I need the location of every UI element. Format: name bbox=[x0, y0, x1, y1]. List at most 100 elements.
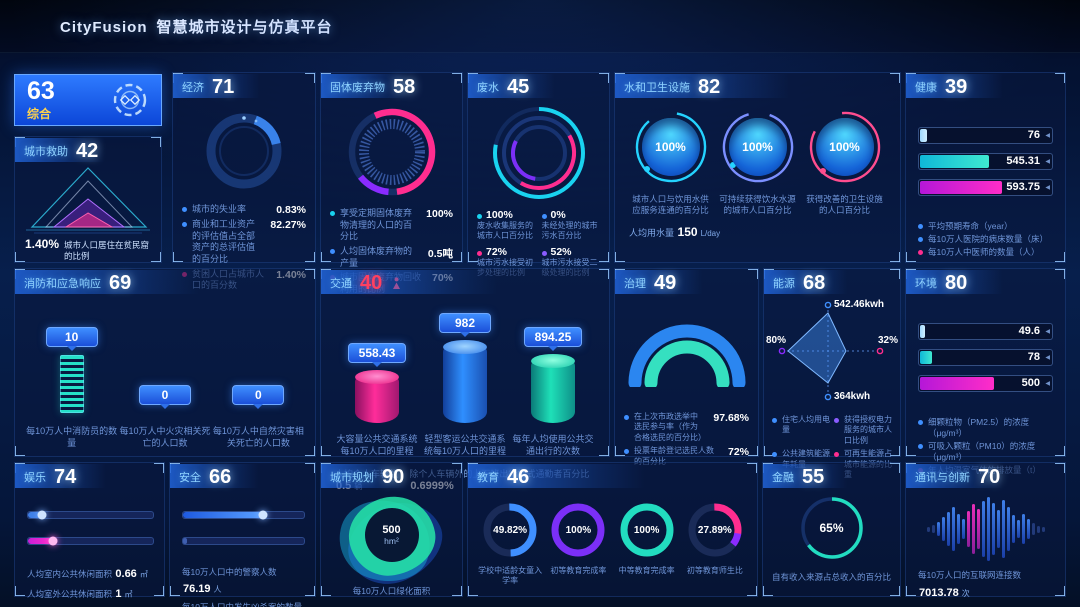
panel-header: 环境 80 bbox=[906, 269, 1065, 295]
bullet-icon bbox=[477, 250, 482, 256]
gauge-value: 100% bbox=[728, 118, 787, 176]
panel-health[interactable]: 健康 39 76 ◀ 545.31 ◀ 593.75 ◀ 平均预期寿命（year… bbox=[905, 72, 1066, 263]
panel-economy[interactable]: 经济 71 城市的失业率 0.83% 商业和工业资产的评估值占全部资产的总评估值… bbox=[172, 72, 316, 290]
panel-title: 废水 bbox=[477, 82, 499, 94]
cylinder-bar bbox=[443, 340, 487, 423]
panel-governance[interactable]: 治理 49 在上次市政选举中选民参与率（作为合格选民的百分比） 97.68% 投… bbox=[614, 268, 759, 466]
legend-label: 每10万人中医师的数量（人） bbox=[928, 247, 1040, 258]
panel-score: 68 bbox=[803, 272, 826, 294]
bullet-icon bbox=[477, 214, 482, 219]
value-bubble: 0 bbox=[232, 385, 285, 405]
panel-energy[interactable]: 能源 68 542.46kwh 32% 364kwh 80% 住宅人均用电量 获… bbox=[763, 268, 901, 479]
stat-label: 人均固体废弃物的产量 bbox=[340, 246, 413, 268]
value-bubble: 0 bbox=[138, 385, 191, 405]
stat-unit: 人 bbox=[213, 585, 222, 595]
panel-title: 通讯与创新 bbox=[915, 472, 970, 484]
value-bar: 76 ◀ bbox=[918, 127, 1053, 144]
bar-handle-icon[interactable]: ◀ bbox=[1045, 329, 1050, 335]
donut-arc bbox=[620, 503, 674, 557]
panel-wastewater[interactable]: 废水 45 100% 废水收集服务的城市人口百分比 0% 未经处理的城市污水百分… bbox=[467, 72, 610, 277]
panel-safety[interactable]: 安全 66 每10万人口中的警察人数 76.19人 每10万人口中发生凶杀案的数… bbox=[169, 462, 316, 607]
stat-value: 1 bbox=[115, 587, 122, 600]
panel-solid-waste[interactable]: 固体废弃物 58 享受定期固体废弃物清理的人口的百分比 100% 人均固体废弃物… bbox=[320, 72, 463, 294]
donut-value: 65% bbox=[819, 521, 844, 535]
stat-value: 72% bbox=[486, 245, 508, 258]
stat-value: 0% bbox=[550, 209, 566, 221]
axis-value-left: 80% bbox=[766, 335, 787, 346]
value-bar: 545.31 ◀ bbox=[918, 153, 1053, 170]
donut-value: 27.89% bbox=[697, 524, 732, 536]
legend-label: 住宅人均用电量 bbox=[782, 415, 830, 435]
stat-value: 100% bbox=[486, 209, 513, 221]
bar-handle-icon[interactable]: ◀ bbox=[1045, 133, 1050, 139]
bar-fill bbox=[920, 351, 932, 364]
bar-value: 78 bbox=[1027, 351, 1040, 363]
panel-environment[interactable]: 环境 80 49.6 ◀ 78 ◀ 500 ◀ 细颗粒物（PM2.5）的浓度（μ… bbox=[905, 268, 1066, 475]
bullet-icon bbox=[772, 452, 777, 458]
cylinder-label: 每年人均使用公共交通出行的次数 bbox=[512, 434, 594, 457]
panel-traffic[interactable]: 交通 40 558.43 982 894.25 大容量公共交通系统每10万人口的… bbox=[320, 268, 610, 492]
value-bubble: 558.43 bbox=[347, 343, 407, 363]
panel-city-aid[interactable]: 城市救助 42 1.40% 城市人口居住在贫民窟的比例 bbox=[14, 136, 162, 263]
panel-title: 经济 bbox=[182, 82, 204, 94]
economy-donut-chart bbox=[206, 113, 282, 189]
panel-telecom-innovation[interactable]: 通讯与创新 70 每10万人口的互联网连接数 7013.78次 每10万人口的手… bbox=[905, 462, 1066, 599]
legend-row: 细颗粒物（PM2.5）的浓度（μg/m³） bbox=[918, 415, 1053, 439]
slider-knob[interactable] bbox=[258, 510, 268, 520]
donut-gauge: 100% 中等教育完成率 bbox=[614, 501, 680, 587]
app-subtitle: 智慧城市设计与仿真平台 bbox=[156, 19, 333, 36]
panel-score: 58 bbox=[393, 76, 416, 98]
slider[interactable] bbox=[182, 537, 305, 545]
panel-header: 城市救助 42 bbox=[15, 137, 161, 163]
panel-fire-emergency[interactable]: 消防和应急响应 69 10 0 0 每10万人中消防员的数量 每10万人中火灾相… bbox=[14, 268, 316, 457]
stat-label: 人均室外公共休闲面积 bbox=[27, 588, 113, 599]
stat-value: 72% bbox=[727, 446, 749, 459]
gauge-value: 100% bbox=[815, 118, 874, 176]
panel-score: 90 bbox=[382, 466, 405, 488]
bar-handle-icon[interactable]: ◀ bbox=[1045, 381, 1050, 387]
value-bar: 49.6 ◀ bbox=[918, 323, 1053, 340]
composite-gauge-icon bbox=[113, 83, 147, 117]
stat-row: 投票年龄登记选民人数的百分比 72% bbox=[615, 443, 758, 467]
value-bubble: 894.25 bbox=[523, 327, 583, 347]
panel-urban-planning[interactable]: 城市规划 90 500 hm² 每10万人口绿化面积 bbox=[320, 462, 463, 598]
slider-knob[interactable] bbox=[48, 536, 58, 546]
panel-education[interactable]: 教育 46 49.82% 学校中适龄女童入学率 1 bbox=[467, 462, 758, 597]
panel-header: 安全 66 bbox=[170, 463, 315, 489]
app-header: CityFusion 智慧城市设计与仿真平台 bbox=[0, 0, 1080, 53]
slider-knob[interactable] bbox=[37, 510, 47, 520]
green-area-blob-chart: 500 hm² bbox=[328, 488, 455, 598]
bar-handle-icon[interactable]: ◀ bbox=[1045, 185, 1050, 191]
donut-label: 初等教育完成率 bbox=[550, 566, 607, 575]
bullet-icon bbox=[918, 420, 923, 425]
donut-label: 中等教育完成率 bbox=[618, 566, 675, 575]
governance-gauge-chart bbox=[628, 324, 745, 387]
indicator-column: 10 bbox=[25, 327, 118, 413]
legend-row: 住宅人均用电量 bbox=[772, 415, 830, 446]
panel-header: 娱乐 74 bbox=[15, 463, 164, 489]
brand-name: CityFusion bbox=[60, 19, 148, 36]
value-bubble: 982 bbox=[439, 313, 491, 333]
stat-label: 享受定期固体废弃物清理的人口的百分比 bbox=[340, 208, 413, 242]
stat-value: 500 bbox=[382, 523, 401, 536]
stat-unit: ㎡ bbox=[139, 570, 148, 579]
panel-finance[interactable]: 金融 55 65% 自有收入来源占总收入的百分比 bbox=[762, 462, 901, 597]
stat-value: 1.40% bbox=[25, 237, 60, 251]
bar-handle-icon[interactable]: ◀ bbox=[1045, 159, 1050, 165]
panel-title: 环境 bbox=[915, 278, 937, 290]
bar-fill bbox=[920, 155, 990, 168]
slider[interactable] bbox=[182, 510, 305, 520]
panel-entertainment[interactable]: 娱乐 74 人均室内公共休闲面积 0.66 ㎡ 人均室外公共休闲面积 1 ㎡ bbox=[14, 462, 165, 600]
slider[interactable] bbox=[27, 536, 154, 546]
panel-water-sanitation[interactable]: 水和卫生设施 82 100% 城市人口与饮用水供应服务连通的百分比 bbox=[614, 72, 901, 263]
indicator-column: 0 bbox=[212, 385, 305, 413]
bar-handle-icon[interactable]: ◀ bbox=[1045, 355, 1050, 361]
triangle-chart bbox=[26, 167, 150, 234]
legend-row: 每10万人医院的病床数量（床） bbox=[918, 232, 1053, 245]
slider[interactable] bbox=[27, 510, 154, 520]
legend-label: 获得授权电力服务的城市人口比例 bbox=[844, 415, 892, 445]
bar-fill bbox=[920, 325, 926, 338]
bullet-icon bbox=[624, 415, 629, 420]
panel-composite[interactable]: 63 综合 bbox=[14, 74, 162, 126]
stat-row: 享受定期固体废弃物清理的人口的百分比 100% bbox=[321, 205, 462, 243]
